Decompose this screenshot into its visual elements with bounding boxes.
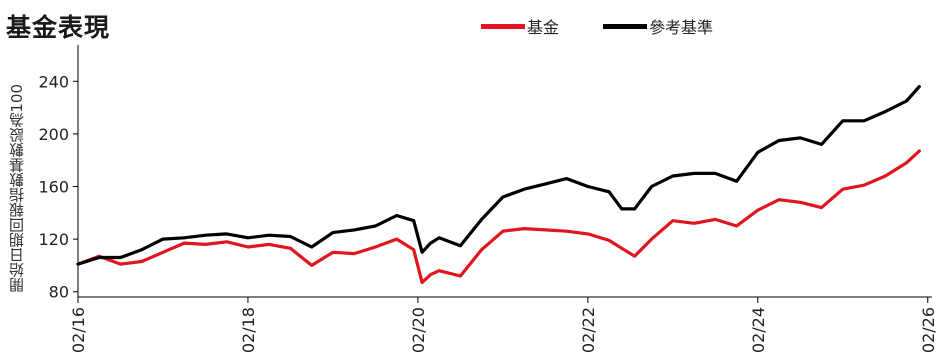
fund-line (76, 149, 921, 285)
y-tick-label: 160 (38, 178, 69, 197)
chart-legend: 基金 參考基準 (481, 14, 757, 38)
chart-title: 基金表現 (6, 13, 111, 42)
legend-label-benchmark: 參考基準 (649, 18, 714, 37)
legend-swatch-fund (481, 23, 525, 29)
y-tick-label: 200 (38, 125, 69, 144)
y-tick-label: 120 (38, 230, 69, 249)
legend-label-fund: 基金 (527, 18, 560, 37)
x-tick-label: 02/16 (69, 307, 88, 353)
x-tick-label: 02/22 (579, 307, 598, 353)
x-tick-label: 02/20 (409, 307, 428, 353)
legend-swatch-benchmark (603, 23, 648, 29)
y-tick-label: 240 (38, 72, 69, 91)
x-tick-label: 02/26 (919, 307, 937, 353)
benchmark-line (76, 84, 921, 266)
x-tick-label: 02/18 (239, 307, 258, 353)
x-tick-label: 02/24 (749, 307, 768, 353)
y-tick-label: 80 (49, 283, 69, 302)
legend-item-fund: 基金 (481, 14, 559, 38)
legend-item-benchmark: 參考基準 (603, 14, 713, 38)
